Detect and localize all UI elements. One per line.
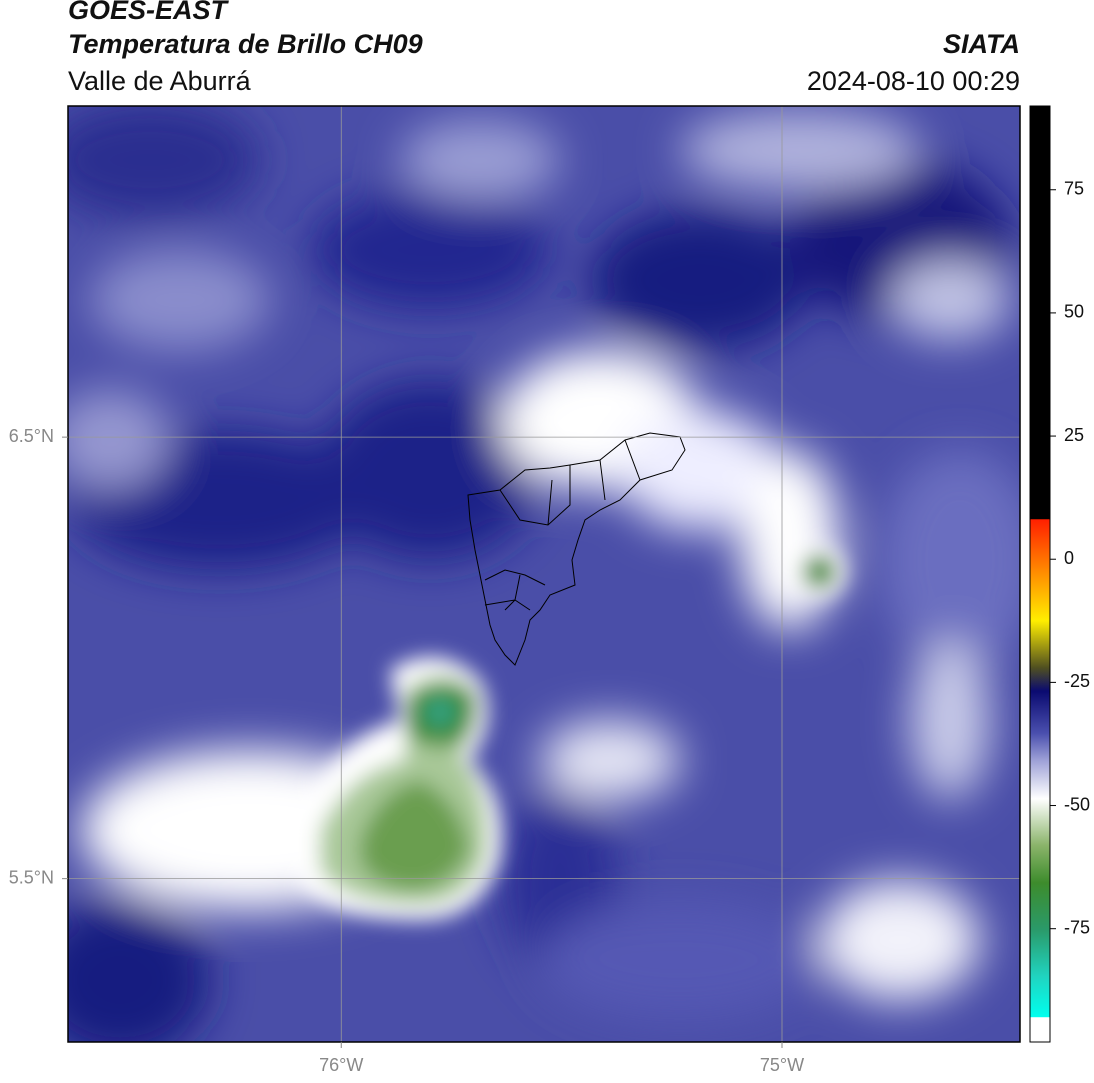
- colorbar-tick-label: -50: [1064, 794, 1090, 814]
- map-frame: [67, 105, 1021, 1043]
- region: Valle de Aburrá: [68, 66, 252, 96]
- colorbar-tick-label: -25: [1064, 671, 1090, 691]
- colorbar-tick-label: 75: [1064, 178, 1084, 198]
- y-tick-label: 6.5°N: [9, 426, 54, 446]
- source: SIATA: [943, 29, 1020, 59]
- x-tick-label: 76°W: [319, 1055, 363, 1075]
- colorbar-tick-label: 0: [1064, 548, 1074, 568]
- datetime: 2024-08-10 00:29: [807, 66, 1020, 96]
- colorbar-tick-label: 25: [1064, 425, 1084, 445]
- subtitle: Temperatura de Brillo CH09: [68, 29, 423, 59]
- x-tick-label: 75°W: [760, 1055, 804, 1075]
- title: GOES-EAST: [68, 0, 230, 25]
- grid: [68, 106, 1020, 1042]
- municipality-borders: [467, 432, 686, 666]
- satellite-image: [68, 106, 1020, 1042]
- colorbar: [1029, 105, 1051, 1043]
- colorbar-tick-label: 50: [1064, 302, 1084, 322]
- colorbar-tick-label: -75: [1064, 917, 1090, 937]
- y-tick-label: 5.5°N: [9, 867, 54, 887]
